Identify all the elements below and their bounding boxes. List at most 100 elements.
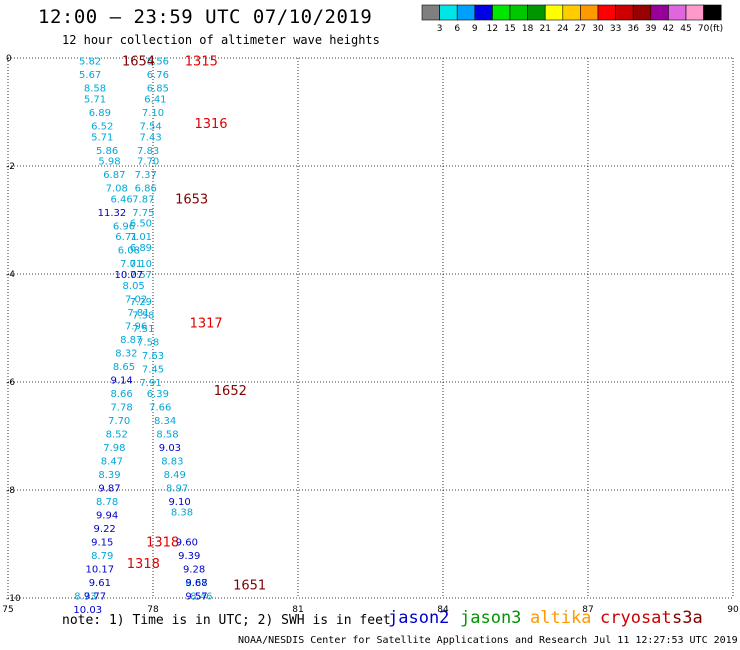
wave-height-label: 5.71: [91, 132, 113, 143]
wave-height-label: 7.01: [120, 259, 142, 270]
x-tick-label: 90: [727, 605, 739, 615]
footer-credit: NOAA/NESDIS Center for Satellite Applica…: [238, 635, 738, 646]
wave-height-label: 7.78: [110, 402, 132, 413]
wave-height-label: 9.68: [185, 578, 207, 589]
pass-number-label: 1653: [175, 192, 208, 207]
wave-height-label: 5.67: [79, 70, 101, 81]
colorbar-swatch: [544, 4, 564, 21]
wave-height-label: 8.65: [113, 362, 135, 373]
wave-height-label: 5.82: [79, 57, 101, 68]
colorbar-label: 33: [610, 24, 621, 34]
wave-height-label: 6.76: [147, 70, 169, 81]
colorbar-label: 36: [627, 24, 639, 34]
wave-height-label: 6.96: [113, 221, 135, 232]
wave-height-label: 9.15: [91, 537, 113, 548]
chart-subtitle: 12 hour collection of altimeter wave hei…: [62, 33, 380, 47]
x-tick-label: 81: [292, 605, 303, 615]
wave-height-label: 7.58: [137, 338, 159, 349]
wave-height-label: 5.86: [96, 146, 118, 157]
colorbar-label: 39: [645, 24, 657, 34]
colorbar-label: 18: [522, 24, 534, 34]
wave-height-label: 8.83: [161, 456, 183, 467]
wave-height-label: 6.85: [147, 84, 169, 95]
wave-height-label: 7.29: [130, 297, 152, 308]
colorbar-label: 27: [575, 24, 586, 34]
wave-height-label: 7.75: [132, 208, 154, 219]
wave-height-label: 5.98: [98, 157, 120, 168]
wave-height-label: 6.89: [89, 108, 111, 119]
wave-height-label: 5.71: [84, 95, 106, 106]
colorbar-swatch: [597, 4, 616, 21]
wave-height-label: 6.86: [135, 184, 157, 195]
wave-height-label: 8.34: [154, 416, 176, 427]
wave-height-label: 8.97: [166, 483, 188, 494]
colorbar-swatch: [421, 4, 440, 21]
wave-height-label: 8.38: [171, 508, 193, 519]
wave-height-label: 8.46: [190, 591, 212, 602]
wave-height-label: 9.87: [98, 483, 120, 494]
wave-height-label: 7.54: [139, 122, 161, 133]
wave-height-label: 8.58: [84, 84, 106, 95]
y-tick-label: -2: [6, 162, 15, 172]
colorbar-swatch: [474, 4, 493, 21]
wave-height-label: 8.52: [106, 429, 128, 440]
wave-height-label: 7.10: [142, 108, 164, 119]
colorbar-label: 3: [437, 24, 443, 34]
wave-height-label: 8.73: [74, 591, 96, 602]
wave-height-label: 8.87: [185, 578, 207, 589]
wave-height-label: 9.22: [94, 524, 116, 535]
legend-cryosat: cryosat: [600, 608, 672, 628]
wave-height-label: 7.83: [137, 146, 159, 157]
wave-height-label: 7.51: [132, 324, 154, 335]
wave-height-label: 6.87: [103, 170, 125, 181]
wave-height-label: 7.58: [132, 311, 154, 322]
x-tick-label: 75: [2, 605, 13, 615]
x-tick-label: 78: [147, 605, 159, 615]
pass-number-label: 1652: [214, 384, 247, 399]
legend-jason3: jason3: [460, 608, 522, 628]
wave-height-label: 7.08: [106, 184, 128, 195]
wave-height-label: 8.58: [156, 429, 178, 440]
colorbar-swatch: [685, 4, 704, 21]
wave-height-label: 7.01: [130, 232, 152, 243]
colorbar-swatch: [650, 4, 669, 21]
wave-height-label: 11.32: [98, 208, 127, 219]
wave-height-label: 9.94: [96, 510, 118, 521]
wave-height-label: 6.71: [115, 232, 137, 243]
wave-height-label: 8.39: [98, 470, 120, 481]
wave-height-label: 9.39: [178, 551, 200, 562]
wave-height-label: 5.56: [147, 57, 169, 68]
colorbar-label: 42: [663, 24, 674, 34]
pass-number-label: 1651: [233, 579, 266, 594]
wave-height-label: 9.60: [176, 537, 198, 548]
wave-height-label: 6.50: [130, 219, 152, 230]
wave-height-label: 8.79: [91, 551, 113, 562]
y-tick-label: -8: [6, 486, 15, 496]
y-tick-label: 0: [6, 54, 12, 64]
wave-height-label: 7.02: [125, 294, 147, 305]
legend-s3a: s3a: [672, 608, 703, 628]
wave-height-label: 6.41: [144, 95, 166, 106]
colorbar-swatch: [439, 4, 458, 21]
colorbar-swatch: [632, 4, 652, 21]
chart-title: 12:00 — 23:59 UTC 07/10/2019: [38, 6, 373, 28]
colorbar-swatch: [562, 4, 581, 21]
wave-height-label: 8.05: [123, 281, 145, 292]
pass-number-label: 1654: [122, 55, 155, 70]
colorbar-label: 12: [487, 24, 498, 34]
colorbar-swatch: [668, 4, 687, 21]
colorbar-label: 6: [454, 24, 460, 34]
colorbar-label: 30: [592, 24, 604, 34]
wave-height-label: 10.03: [73, 605, 102, 616]
x-tick-label: 84: [437, 605, 449, 615]
pass-number-label: 1315: [185, 55, 218, 70]
colorbar-swatch: [492, 4, 511, 21]
wave-height-label: 6.39: [147, 389, 169, 400]
pass-number-label: 1318: [146, 535, 179, 550]
colorbar-swatch: [527, 4, 546, 21]
wave-height-label: 6.52: [91, 122, 113, 133]
wave-height-label: 6.08: [118, 246, 140, 257]
wave-height-label: 7.91: [139, 378, 161, 389]
wave-height-label: 10.17: [86, 564, 115, 575]
wave-height-label: 9.57: [185, 591, 207, 602]
